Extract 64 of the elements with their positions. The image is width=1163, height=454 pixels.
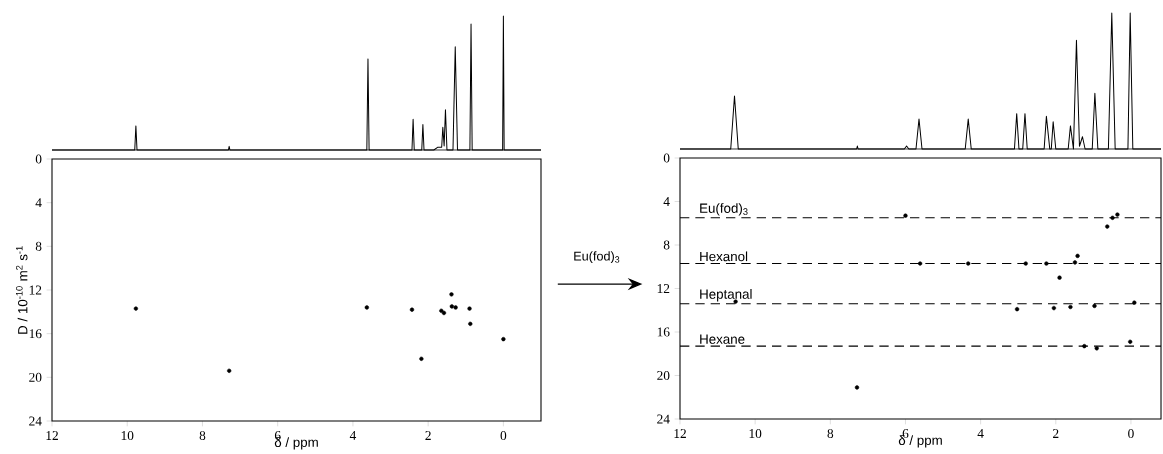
point bbox=[467, 306, 472, 311]
point bbox=[1105, 224, 1110, 229]
point bbox=[1057, 275, 1062, 280]
point bbox=[419, 356, 424, 361]
point bbox=[1014, 307, 1020, 312]
point bbox=[1110, 215, 1115, 220]
point bbox=[227, 368, 232, 373]
x-tick-label: 12 bbox=[674, 429, 686, 438]
point bbox=[1094, 346, 1099, 351]
y-tick-label: 8 bbox=[663, 240, 670, 250]
point bbox=[1128, 339, 1133, 344]
y-tick-label: 12 bbox=[29, 285, 42, 295]
ref-line-label: Heptanal bbox=[700, 289, 752, 302]
x-tick-label: 0 bbox=[500, 431, 507, 441]
ref-line-label: Eu(fod)$_{3}$ bbox=[700, 203, 748, 216]
y-tick-label: 16 bbox=[657, 327, 670, 337]
x-tick-label: 2 bbox=[425, 431, 431, 440]
y-tick-label: 4 bbox=[35, 198, 42, 208]
point bbox=[1051, 305, 1057, 311]
point bbox=[453, 305, 458, 310]
y-tick-label: 0 bbox=[35, 154, 42, 164]
x-tick-label: 4 bbox=[977, 429, 984, 438]
point bbox=[1072, 260, 1078, 265]
y-tick-label: 20 bbox=[29, 372, 42, 382]
y-tick-label: 24 bbox=[29, 416, 42, 426]
x-tick-label: 2 bbox=[1053, 429, 1059, 438]
y-tick-label: 0 bbox=[663, 153, 670, 163]
point bbox=[133, 306, 139, 311]
point bbox=[1132, 300, 1137, 305]
point bbox=[1115, 212, 1120, 217]
point bbox=[501, 336, 506, 342]
ref-line-label: Hexanol bbox=[700, 251, 748, 262]
x-tick-label: 10 bbox=[121, 431, 134, 441]
point bbox=[854, 385, 860, 390]
point bbox=[409, 307, 415, 312]
x-tick-label: 4 bbox=[349, 431, 357, 440]
y-tick-label: 20 bbox=[657, 371, 670, 380]
y-tick-label: 16 bbox=[29, 329, 42, 339]
x-tick-label: 8 bbox=[199, 431, 206, 441]
point bbox=[364, 305, 369, 310]
x-tick-label: 8 bbox=[827, 429, 834, 439]
point bbox=[449, 304, 454, 309]
point bbox=[468, 321, 473, 326]
point bbox=[903, 213, 908, 218]
point bbox=[1068, 304, 1073, 310]
ref-line-label: Hexane bbox=[700, 334, 745, 344]
x-tick-label: 10 bbox=[749, 429, 762, 439]
point bbox=[1023, 261, 1028, 266]
point bbox=[966, 261, 971, 266]
y-tick-label: 8 bbox=[35, 241, 42, 251]
point bbox=[441, 310, 447, 316]
x-tick-label: 12 bbox=[46, 431, 58, 440]
x-tick-label: 0 bbox=[1128, 429, 1134, 439]
y-axis-title: D / 10$^{-10}$ m$^{2}$ s$^{-1}$ bbox=[15, 246, 28, 334]
y-tick-label: 24 bbox=[657, 414, 670, 424]
y-tick-label: 12 bbox=[657, 284, 670, 293]
point bbox=[917, 261, 923, 266]
text: Eu(fod)$_{3}$ bbox=[574, 251, 620, 264]
point bbox=[1075, 253, 1080, 259]
point bbox=[449, 292, 454, 297]
point bbox=[1044, 261, 1049, 266]
point bbox=[1082, 344, 1087, 349]
point bbox=[1092, 303, 1097, 309]
y-tick-label: 4 bbox=[663, 197, 670, 206]
